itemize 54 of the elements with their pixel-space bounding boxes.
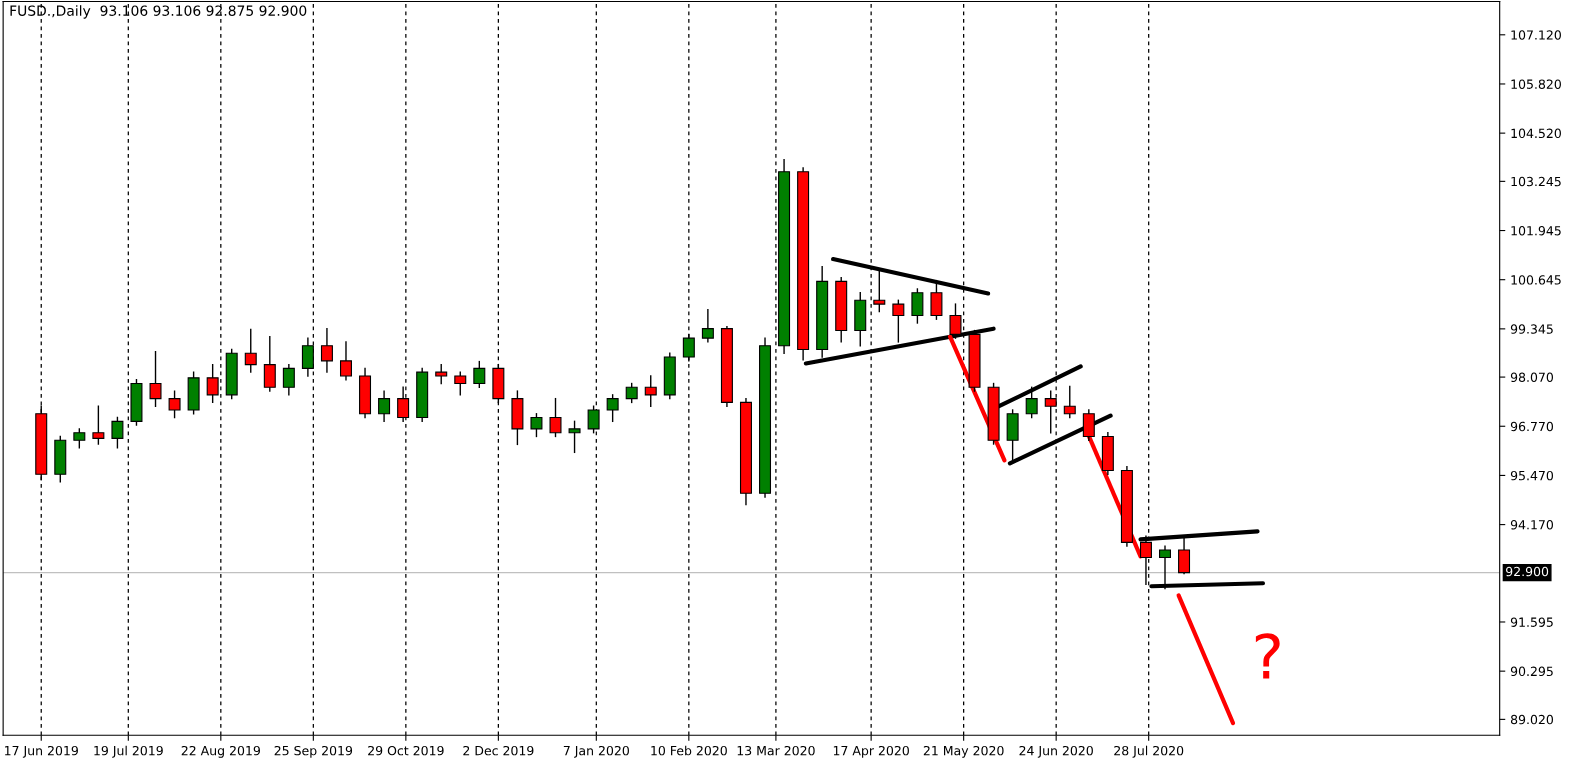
x-tick-label: 21 May 2020: [923, 745, 1004, 758]
y-tick-label: 104.520: [1511, 128, 1561, 139]
candlestick: [644, 375, 657, 407]
y-tick-label: 99.345: [1510, 324, 1553, 334]
y-tick-label: 103.245: [1511, 176, 1561, 187]
candlestick: [1063, 385, 1076, 419]
x-tick-label: 28 Jul 2020: [1114, 745, 1184, 758]
x-tick-label: 19 Jul 2019: [94, 745, 163, 758]
candlestick: [282, 363, 295, 396]
chart-title: FUSD.,Daily 93.106 93.106 92.875 92.900: [10, 5, 307, 19]
y-tick-label: 105.820: [1511, 79, 1561, 89]
y-tick-label: 101.945: [1511, 226, 1561, 236]
candlestick: [530, 413, 543, 438]
y-tick-label: 90.295: [1510, 666, 1553, 677]
x-tick-label: 10 Feb 2020: [651, 745, 727, 756]
y-tick-label: 100.645: [1511, 275, 1561, 285]
x-tick-label: 17 Jun 2019: [5, 745, 78, 758]
ref-line-label: 92.900: [1506, 566, 1549, 577]
candlestick: [244, 328, 257, 373]
x-tick-label: 25 Sep 2019: [274, 745, 353, 758]
x-tick-label: 13 Mar 2020: [737, 745, 815, 756]
y-tick-label: 107.120: [1511, 30, 1561, 40]
candlestick: [625, 382, 638, 404]
x-tick-label: 24 Jun 2020: [1019, 745, 1093, 758]
candlestick: [73, 428, 86, 449]
x-tick-label: 29 Oct 2019: [368, 745, 444, 756]
x-tick-label: 7 Jan 2020: [563, 745, 629, 758]
x-tick-label: 17 Apr 2020: [833, 745, 909, 758]
y-tick-label: 96.770: [1510, 421, 1554, 432]
candlestick: [1044, 390, 1057, 434]
candlestick: [701, 309, 714, 343]
candlestick: [111, 416, 124, 449]
x-tick-label: 2 Dec 2019: [463, 745, 534, 756]
candlestick: [168, 390, 181, 419]
annotation: ?: [1255, 633, 1280, 679]
candlestick: [435, 363, 448, 385]
candlestick: [911, 288, 924, 324]
y-tick-label: 98.070: [1510, 372, 1554, 383]
candlestick: [149, 351, 162, 407]
candlestick: [92, 405, 105, 445]
candlestick: [339, 341, 352, 381]
candlestick: [454, 371, 467, 396]
candlestick: [549, 397, 562, 438]
candlestick: [473, 360, 486, 388]
y-tick-label: 94.170: [1510, 520, 1554, 530]
candlestick: [320, 327, 333, 373]
candlestick: [263, 335, 276, 392]
candlestick: [568, 420, 581, 454]
y-tick-label: 91.595: [1510, 617, 1553, 627]
candlestick: [378, 390, 391, 423]
y-tick-label: 95.470: [1510, 470, 1554, 481]
candlestick: [606, 394, 619, 423]
y-tick-label: 89.020: [1510, 714, 1554, 725]
x-tick-label: 22 Aug 2019: [181, 745, 260, 758]
